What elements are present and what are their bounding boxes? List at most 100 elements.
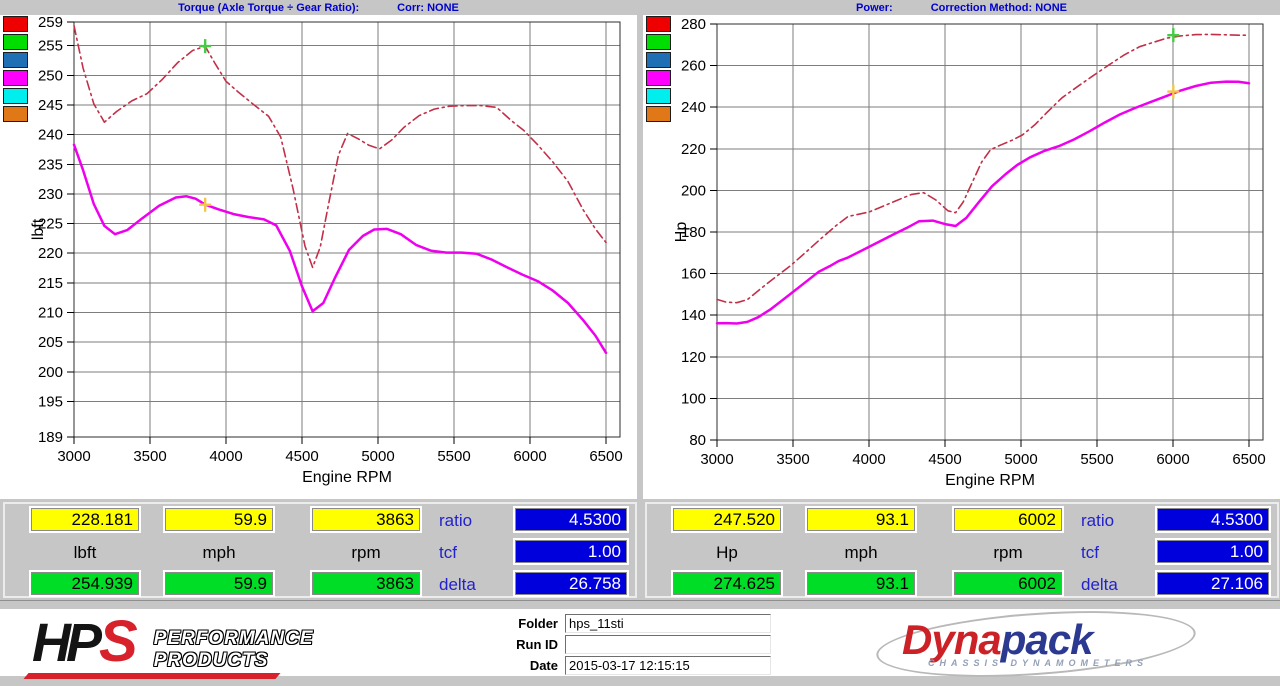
svg-text:4500: 4500 (285, 448, 318, 465)
delta-label: delta (1081, 575, 1118, 594)
power-chart-title: Power: Correction Method: NONE (643, 0, 1280, 15)
run-color-swatch-5[interactable] (3, 106, 28, 122)
ratio-label: ratio (439, 511, 473, 530)
run-id-input[interactable] (565, 634, 771, 654)
svg-text:4000: 4000 (852, 451, 885, 468)
hps-logo-hp: HP (32, 613, 102, 673)
run-color-swatch-3[interactable] (3, 70, 28, 86)
svg-text:259: 259 (38, 14, 63, 31)
power-run-color-legend (646, 16, 672, 124)
folder-field-row: Folder (430, 613, 771, 633)
footer: HPS PERFORMANCE PRODUCTS Folder Run ID D… (0, 601, 1280, 686)
run-color-swatch-4[interactable] (3, 88, 28, 104)
rpm-cursor-value: 3863 (312, 508, 420, 531)
torque-reference-value: 254.939 (31, 572, 139, 595)
power-title-text: Power: (856, 1, 893, 14)
svg-text:240: 240 (38, 127, 63, 144)
run-color-swatch-1[interactable] (3, 34, 28, 50)
dynapack-logo-tagline: CHASSIS DYNAMOMETERS (928, 658, 1149, 668)
svg-text:3500: 3500 (133, 448, 166, 465)
torque-chart-svg[interactable]: 189 195 200 205 210 215 220 225 230 235 240 245 250 2… (0, 0, 637, 499)
torque-run-color-legend (3, 16, 29, 124)
run-color-swatch-0[interactable] (646, 16, 671, 32)
svg-text:260: 260 (681, 58, 706, 75)
hps-tagline-line2: PRODUCTS (153, 649, 269, 671)
series-power-solid-run (715, 80, 1251, 325)
power-cursor-marker-solid (1167, 84, 1180, 99)
speed-reference-value: 93.1 (807, 572, 915, 595)
speed-cursor-value: 59.9 (165, 508, 273, 531)
hps-logo-mark: HPS (23, 613, 281, 685)
hps-logo-swoosh (23, 673, 281, 679)
dynapack-logo-pack: pack (1000, 616, 1094, 663)
ratio-label: ratio (1081, 511, 1115, 530)
run-color-swatch-5[interactable] (646, 106, 671, 122)
run-color-swatch-2[interactable] (3, 52, 28, 68)
folder-label: Folder (518, 615, 558, 631)
rpm-reference-value: 6002 (954, 572, 1062, 595)
run-color-swatch-3[interactable] (646, 70, 671, 86)
svg-text:160: 160 (681, 266, 706, 283)
folder-input[interactable] (565, 613, 771, 633)
speed-unit-label: mph (844, 543, 878, 562)
torque-readout-panel: 228.181 59.9 3863 lbft mph rpm 254.939 5… (3, 502, 637, 598)
svg-text:Engine RPM: Engine RPM (945, 472, 1035, 489)
dynapack-logo-dyna: Dyna (902, 616, 1002, 663)
svg-text:189: 189 (38, 429, 63, 446)
svg-text:220: 220 (681, 141, 706, 158)
tcf-label: tcf (439, 543, 457, 562)
delta-label: delta (439, 575, 476, 594)
svg-text:6000: 6000 (513, 448, 546, 465)
tcf-value: 1.00 (515, 540, 627, 563)
plot-border (73, 21, 621, 438)
speed-unit-label: mph (202, 543, 236, 562)
svg-text:5500: 5500 (437, 448, 470, 465)
torque-unit-label: lbft (73, 543, 97, 562)
svg-text:235: 235 (38, 156, 63, 173)
run-color-swatch-4[interactable] (646, 88, 671, 104)
axis-labels: 80 100 120 140 160 180 200 220 240 260 280 3000 3500… (673, 16, 1266, 489)
gridlines (716, 23, 1263, 441)
svg-text:Hp: Hp (673, 222, 690, 243)
svg-text:3500: 3500 (776, 451, 809, 468)
run-color-swatch-1[interactable] (646, 34, 671, 50)
svg-text:195: 195 (38, 393, 63, 410)
svg-text:6000: 6000 (1156, 451, 1189, 468)
power-readout-panel: 247.520 93.1 6002 Hp mph rpm 274.625 93.… (645, 502, 1279, 598)
footer-divider (0, 600, 1280, 610)
svg-text:225: 225 (38, 216, 63, 233)
run-id-label: Run ID (516, 636, 558, 652)
run-color-swatch-0[interactable] (3, 16, 28, 32)
torque-correction-text: Corr: NONE (397, 1, 459, 14)
axis-ticks (67, 21, 607, 444)
svg-text:240: 240 (681, 99, 706, 116)
svg-text:lbft: lbft (30, 218, 47, 240)
svg-text:140: 140 (681, 307, 706, 324)
power-unit-label: Hp (716, 543, 738, 562)
gridlines (73, 21, 620, 438)
date-label: Date (529, 657, 558, 673)
svg-text:215: 215 (38, 275, 63, 292)
tcf-value: 1.00 (1157, 540, 1269, 563)
run-id-field-row: Run ID (430, 634, 771, 654)
speed-reference-value: 59.9 (165, 572, 273, 595)
dynapack-logo-text: Dynapack (902, 616, 1094, 664)
power-chart-svg[interactable]: 80 100 120 140 160 180 200 220 240 260 280 3000 3500… (643, 0, 1280, 499)
torque-cursor-marker-dashed (199, 39, 212, 54)
torque-chart-title: Torque (Axle Torque ÷ Gear Ratio): Corr:… (0, 0, 637, 15)
series-torque-solid-run (72, 143, 608, 355)
svg-text:220: 220 (38, 245, 63, 262)
svg-text:210: 210 (38, 305, 63, 322)
ratio-value: 4.5300 (515, 508, 627, 531)
svg-text:6500: 6500 (1232, 451, 1265, 468)
series-power-dashed-run (716, 33, 1250, 304)
ratio-value: 4.5300 (1157, 508, 1269, 531)
hps-logo-s: S (99, 609, 138, 674)
run-color-swatch-2[interactable] (646, 52, 671, 68)
axis-ticks (710, 23, 1250, 447)
svg-text:230: 230 (38, 186, 63, 203)
power-cursor-marker-dashed (1167, 28, 1180, 43)
svg-text:3000: 3000 (700, 451, 733, 468)
date-input[interactable] (565, 655, 771, 675)
rpm-reference-value: 3863 (312, 572, 420, 595)
